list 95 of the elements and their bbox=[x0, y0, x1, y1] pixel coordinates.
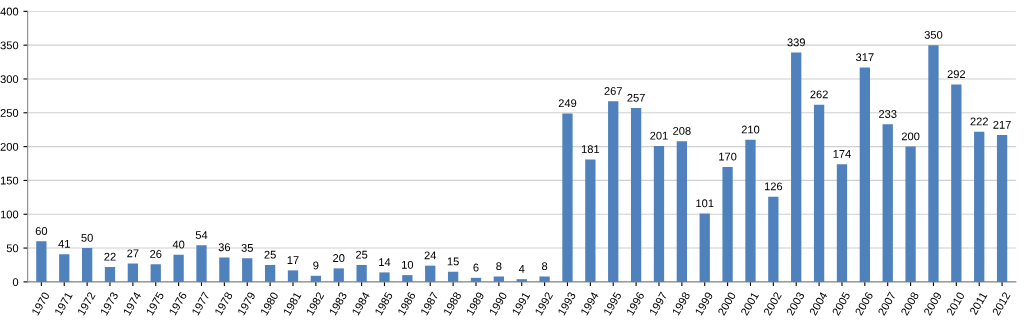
bar bbox=[402, 275, 413, 282]
data-label: 4 bbox=[518, 265, 525, 273]
data-label: 35 bbox=[241, 243, 253, 252]
y-tick-label: 350 bbox=[0, 41, 19, 50]
data-label: 222 bbox=[970, 117, 988, 126]
data-label: 50 bbox=[81, 233, 93, 242]
bar bbox=[653, 145, 665, 282]
bar bbox=[905, 146, 916, 282]
bar bbox=[59, 254, 70, 282]
bar bbox=[219, 257, 230, 282]
bar bbox=[676, 141, 687, 282]
data-label: 267 bbox=[604, 87, 622, 95]
bar bbox=[882, 124, 893, 282]
bar bbox=[81, 248, 93, 282]
bar bbox=[608, 101, 619, 282]
bar bbox=[722, 166, 733, 282]
data-label: 350 bbox=[924, 30, 943, 39]
data-label: 22 bbox=[104, 252, 116, 261]
bar bbox=[287, 270, 299, 282]
bar bbox=[813, 104, 825, 282]
data-label: 249 bbox=[558, 99, 577, 108]
data-label: 27 bbox=[127, 249, 139, 258]
data-label: 54 bbox=[195, 231, 208, 239]
data-label: 17 bbox=[287, 256, 299, 264]
data-label: 217 bbox=[993, 120, 1011, 129]
data-label: 15 bbox=[447, 257, 459, 266]
y-tick-label: 400 bbox=[0, 7, 19, 16]
data-label: 210 bbox=[741, 125, 760, 134]
data-label: 26 bbox=[150, 250, 162, 258]
y-tick-label: 300 bbox=[0, 75, 19, 84]
bar bbox=[242, 258, 253, 282]
data-label: 292 bbox=[947, 70, 966, 79]
data-label: 25 bbox=[264, 250, 276, 259]
data-label: 25 bbox=[355, 250, 368, 259]
bar bbox=[836, 164, 848, 282]
bar bbox=[470, 277, 482, 282]
data-label: 6 bbox=[473, 263, 479, 272]
data-label: 41 bbox=[58, 240, 70, 248]
data-label: 174 bbox=[833, 150, 851, 158]
bar bbox=[310, 275, 322, 282]
data-label: 36 bbox=[218, 243, 231, 252]
data-label: 257 bbox=[627, 93, 645, 102]
bar bbox=[859, 67, 870, 282]
bar bbox=[745, 139, 756, 282]
bar bbox=[104, 267, 116, 282]
bar bbox=[356, 264, 367, 282]
bar bbox=[996, 135, 1008, 282]
bar bbox=[585, 159, 596, 282]
data-label: 262 bbox=[810, 90, 828, 99]
bar bbox=[516, 279, 527, 282]
bar bbox=[928, 45, 939, 282]
data-label: 9 bbox=[313, 261, 319, 270]
bar bbox=[562, 113, 573, 282]
bar bbox=[150, 264, 161, 282]
bar bbox=[425, 265, 436, 282]
data-label: 233 bbox=[879, 110, 897, 118]
data-label: 60 bbox=[35, 227, 48, 235]
data-label: 170 bbox=[719, 152, 737, 161]
bar bbox=[379, 272, 390, 282]
y-tick-label: 150 bbox=[0, 176, 19, 185]
data-label: 8 bbox=[542, 262, 548, 271]
data-label: 208 bbox=[673, 126, 691, 135]
y-tick-label: 50 bbox=[6, 244, 19, 253]
data-label: 20 bbox=[333, 254, 345, 262]
y-tick-label: 250 bbox=[0, 109, 19, 117]
y-tick-label: 0 bbox=[12, 278, 19, 287]
bar bbox=[333, 268, 344, 282]
bar bbox=[173, 254, 184, 282]
bar bbox=[264, 264, 276, 282]
data-label: 317 bbox=[855, 53, 874, 62]
data-label: 200 bbox=[901, 132, 920, 141]
bar bbox=[36, 241, 47, 282]
bar bbox=[493, 276, 504, 282]
y-tick-label: 100 bbox=[0, 210, 19, 219]
bar bbox=[539, 276, 550, 282]
data-label: 339 bbox=[787, 38, 805, 47]
data-label: 10 bbox=[402, 260, 414, 269]
bar bbox=[447, 271, 459, 282]
bar bbox=[630, 108, 642, 282]
data-label: 24 bbox=[424, 251, 437, 260]
y-tick-label: 200 bbox=[0, 142, 19, 151]
data-label: 126 bbox=[764, 182, 783, 191]
bar bbox=[791, 52, 802, 282]
data-label: 181 bbox=[581, 145, 600, 154]
data-label: 40 bbox=[172, 240, 185, 249]
bar bbox=[127, 263, 139, 282]
bar bbox=[196, 245, 207, 282]
bar bbox=[699, 213, 710, 282]
bar bbox=[974, 131, 985, 282]
bar bbox=[768, 196, 779, 282]
data-label: 101 bbox=[696, 199, 714, 208]
data-label: 201 bbox=[650, 131, 668, 140]
data-label: 8 bbox=[496, 262, 502, 271]
data-label: 14 bbox=[379, 258, 391, 266]
bar bbox=[951, 84, 962, 282]
